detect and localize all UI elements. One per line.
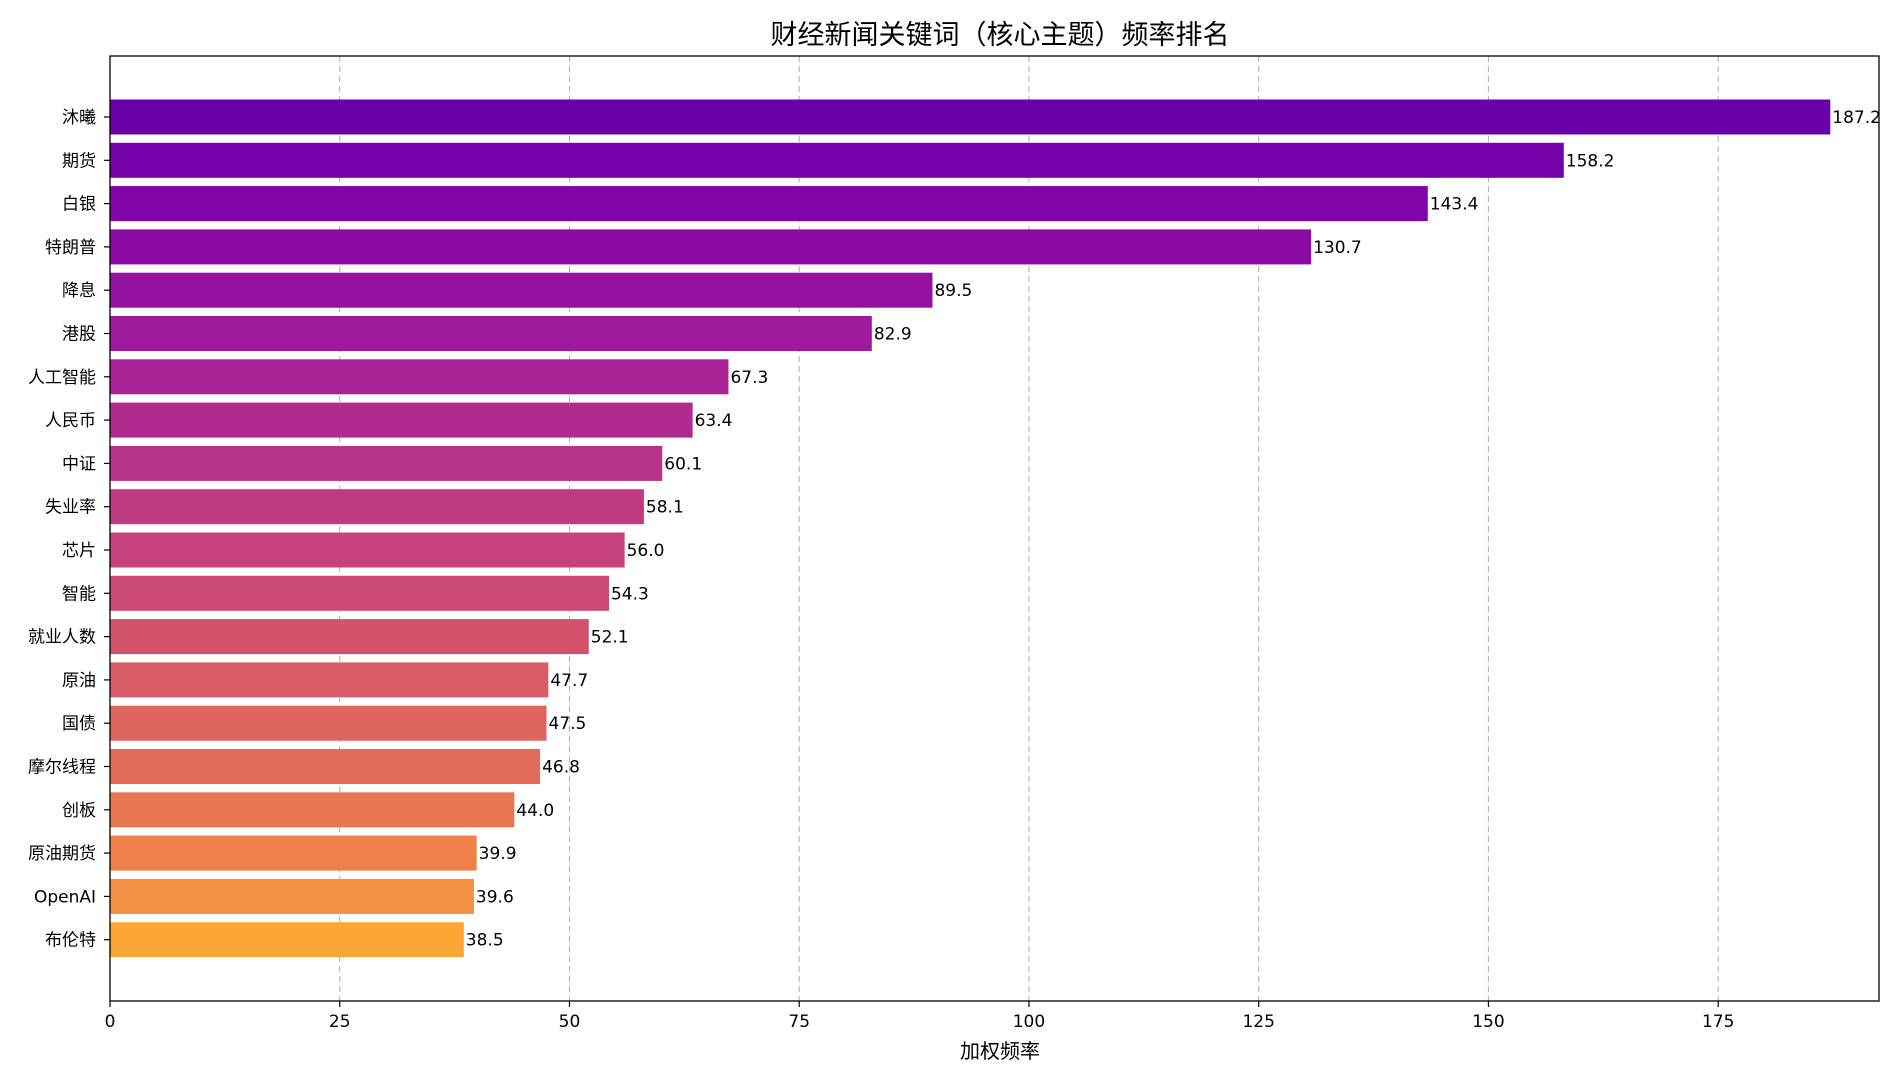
bar-value-label: 82.9: [874, 325, 912, 345]
bar-value-label: 39.9: [479, 844, 517, 864]
y-category-label: 特朗普: [45, 238, 96, 258]
bar: [110, 402, 693, 438]
bar-value-label: 44.0: [516, 801, 554, 821]
y-category-label: 沐曦: [62, 108, 96, 128]
grid-lines: [339, 56, 1719, 1001]
bar: [110, 792, 515, 828]
bar: [110, 749, 541, 784]
chart-title: 财经新闻关键词（核心主题）频率排名: [771, 20, 1230, 51]
bar: [110, 142, 1564, 178]
y-category-label: 期货: [62, 151, 96, 171]
x-tick-label: 0: [105, 1012, 116, 1032]
bar-value-label: 38.5: [466, 931, 504, 951]
bar-value-label: 143.4: [1430, 195, 1479, 215]
bar-value-label: 187.2: [1832, 108, 1881, 128]
y-category-label: 中证: [62, 454, 96, 474]
x-axis-label: 加权频率: [960, 1039, 1040, 1063]
bar: [110, 575, 609, 611]
bar: [110, 272, 933, 308]
x-tick-label: 150: [1472, 1012, 1504, 1032]
x-ticks: 0 25 50 75 100 125 150 175: [105, 1001, 1734, 1032]
y-category-label: 布伦特: [45, 931, 96, 951]
x-tick-label: 75: [788, 1012, 810, 1032]
bar-value-label: 47.5: [549, 714, 587, 734]
x-tick-label: 25: [329, 1012, 351, 1032]
bar-value-label: 158.2: [1566, 151, 1615, 171]
y-category-label: 失业率: [45, 498, 96, 518]
y-category-label: 港股: [62, 325, 96, 345]
bar-value-label: 63.4: [695, 411, 733, 431]
y-category-label: OpenAI: [34, 887, 96, 907]
y-category-label: 人民币: [45, 411, 96, 431]
bar: [110, 99, 1831, 135]
bar-value-label: 46.8: [542, 758, 580, 778]
bar: [110, 186, 1428, 222]
axes: [109, 55, 1880, 1002]
y-category-label: 降息: [62, 281, 96, 301]
x-tick-label: 100: [1013, 1012, 1045, 1032]
bar-value-label: 47.7: [550, 671, 588, 691]
bar: [110, 532, 625, 568]
bar: [110, 619, 589, 655]
y-category-label: 人工智能: [28, 368, 96, 388]
bar-value-label: 67.3: [730, 368, 768, 388]
y-category-label: 芯片: [62, 541, 96, 561]
y-category-label: 摩尔线程: [28, 758, 96, 778]
y-category-label: 原油: [62, 671, 96, 691]
value-labels: 187.2 158.2 143.4 130.7 89.5 82.9 67.3 63.4 60.1…: [466, 108, 1881, 951]
y-category-label: 国债: [62, 714, 96, 734]
bars: [110, 99, 1831, 958]
x-tick-label: 175: [1702, 1012, 1734, 1032]
y-category-label: 原油期货: [28, 844, 96, 864]
bar: [110, 359, 729, 395]
plot-frame: [109, 55, 1880, 1002]
y-category-labels: 沐曦期货白银特朗普降息港股人工智能人民币中证失业率芯片智能就业人数原油国债摩尔线…: [28, 108, 110, 951]
y-category-label: 白银: [62, 195, 96, 215]
bar-value-label: 56.0: [627, 541, 665, 561]
bar-value-label: 89.5: [934, 281, 972, 301]
bar: [110, 489, 644, 525]
bar: [110, 878, 474, 914]
bar-value-label: 54.3: [611, 584, 649, 604]
bar: [110, 922, 464, 958]
bar-value-label: 58.1: [646, 498, 684, 518]
bar: [110, 445, 663, 481]
bar: [110, 316, 872, 351]
bar: [110, 662, 549, 698]
y-category-label: 智能: [62, 584, 96, 604]
bar: [110, 229, 1312, 265]
bar-value-label: 130.7: [1313, 238, 1362, 258]
x-tick-label: 125: [1242, 1012, 1274, 1032]
bar-value-label: 60.1: [664, 454, 702, 474]
bar: [110, 705, 547, 741]
bar: [110, 835, 477, 871]
bar-value-label: 39.6: [476, 887, 514, 907]
y-category-label: 创板: [62, 801, 96, 821]
y-category-label: 就业人数: [28, 628, 96, 648]
bar-value-label: 52.1: [591, 628, 629, 648]
x-tick-label: 50: [559, 1012, 581, 1032]
